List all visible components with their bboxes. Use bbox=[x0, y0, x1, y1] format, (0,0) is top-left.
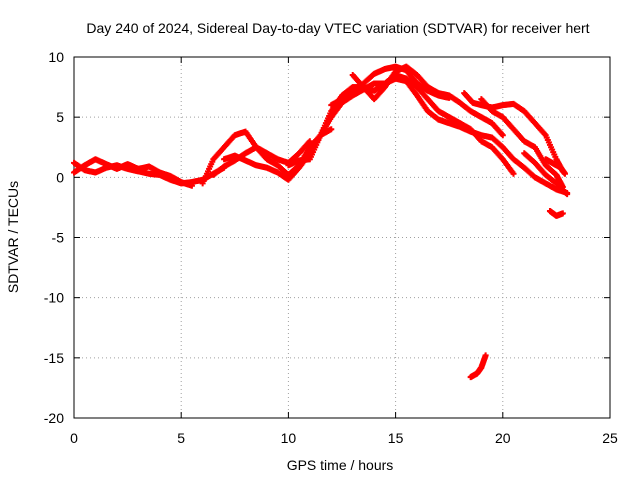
data-point bbox=[561, 170, 568, 177]
x-tick-label: 10 bbox=[281, 430, 297, 446]
y-axis-label: SDTVAR / TECUs bbox=[5, 181, 21, 293]
x-tick-label: 15 bbox=[388, 430, 404, 446]
y-tick-label: 10 bbox=[48, 49, 64, 65]
data-point bbox=[510, 170, 517, 177]
data-point bbox=[559, 210, 566, 217]
data-series-track-12 bbox=[542, 156, 568, 177]
x-axis-label: GPS time / hours bbox=[287, 457, 394, 473]
y-tick-label: -10 bbox=[44, 290, 64, 306]
data-series-track-4 bbox=[210, 138, 313, 178]
data-point bbox=[188, 182, 195, 189]
y-tick-label: -5 bbox=[52, 230, 65, 246]
data-series-track-2 bbox=[71, 156, 195, 189]
y-tick-label: 5 bbox=[56, 109, 64, 125]
data-series-track-13 bbox=[546, 208, 566, 219]
data-point bbox=[482, 352, 489, 359]
data-series-track-11 bbox=[521, 150, 571, 198]
axis-ticks: 0 5 10 15 20 25 -20 -15 -10 -5 0 5 10 bbox=[44, 49, 618, 446]
x-tick-label: 0 bbox=[70, 430, 78, 446]
data-point bbox=[306, 138, 313, 145]
data-markers bbox=[71, 63, 571, 381]
y-tick-label: -15 bbox=[44, 350, 64, 366]
data-series-track-14 bbox=[467, 352, 489, 381]
data-point bbox=[446, 94, 453, 101]
x-tick-label: 25 bbox=[602, 430, 618, 446]
y-tick-label: -20 bbox=[44, 410, 64, 426]
data-point bbox=[499, 132, 506, 139]
chart-title: Day 240 of 2024, Sidereal Day-to-day VTE… bbox=[86, 20, 589, 36]
data-point bbox=[328, 126, 335, 133]
data-point bbox=[564, 191, 571, 198]
data-series-track-8 bbox=[328, 63, 453, 109]
x-tick-label: 5 bbox=[177, 430, 185, 446]
x-tick-label: 20 bbox=[495, 430, 511, 446]
y-tick-label: 0 bbox=[56, 169, 64, 185]
